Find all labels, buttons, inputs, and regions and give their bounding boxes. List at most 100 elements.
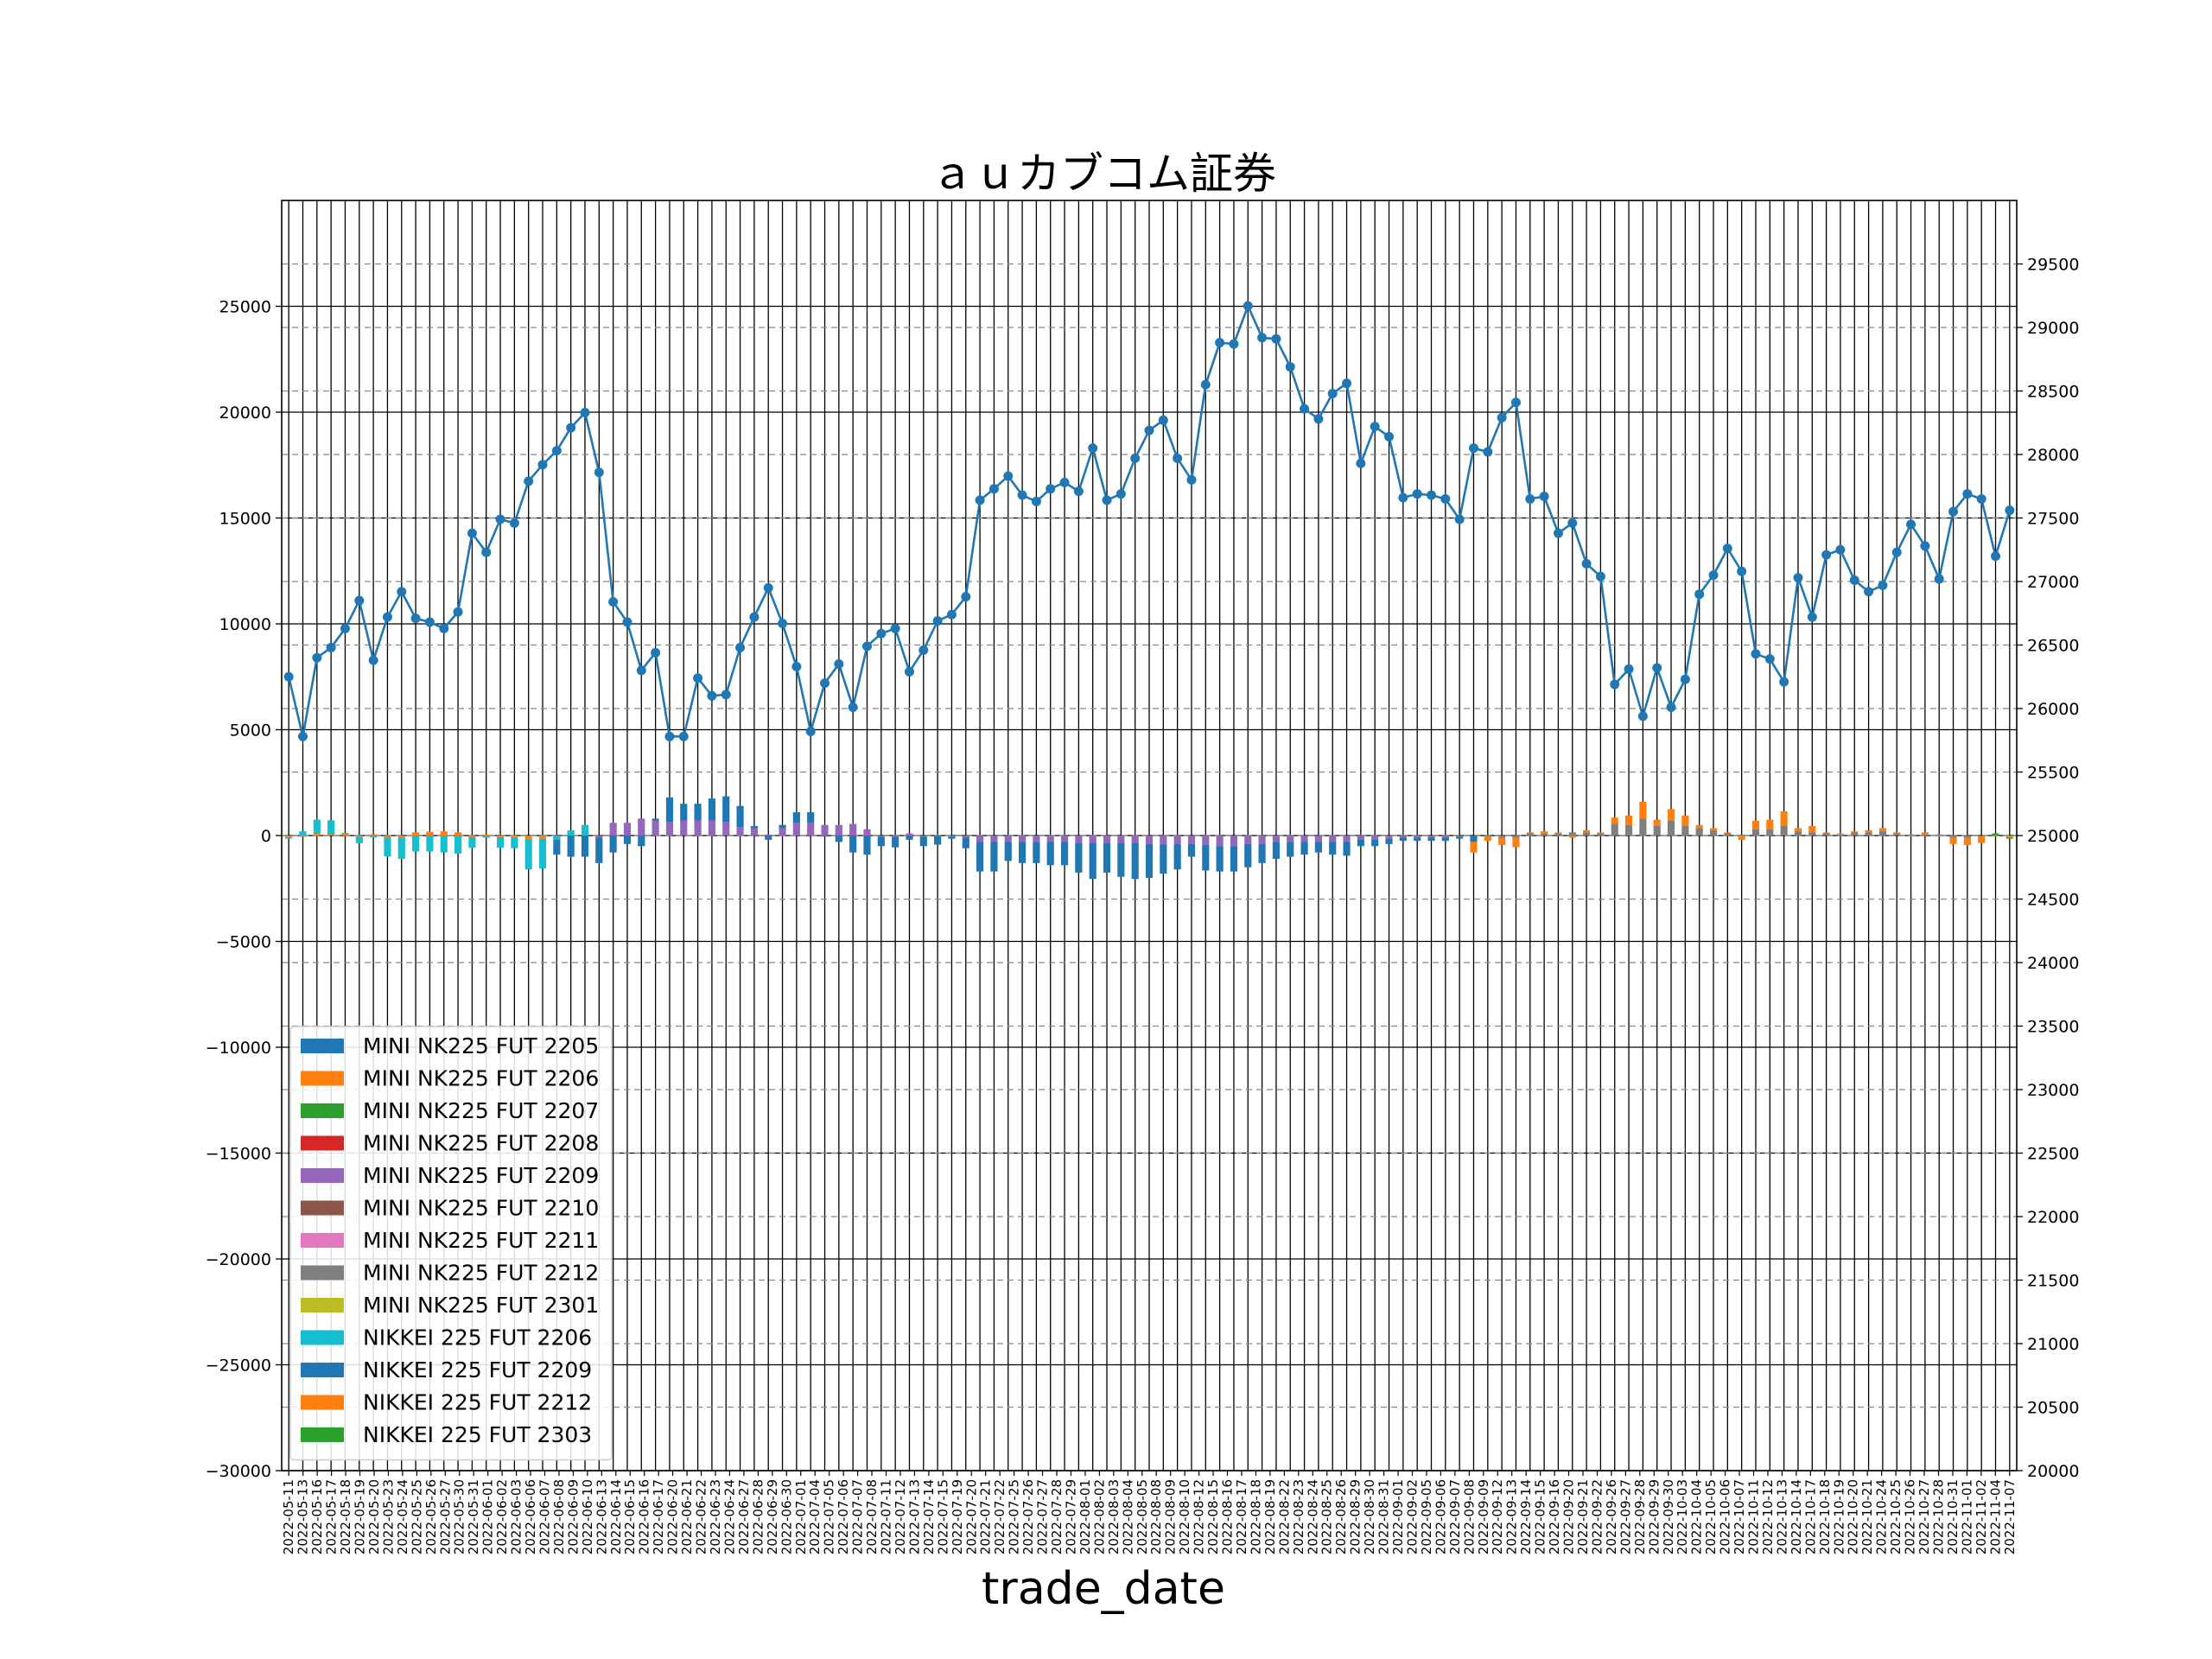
x-tick-label: 2022-10-05 — [1703, 1479, 1719, 1554]
bar-segment — [1060, 842, 1069, 866]
price-point — [1088, 443, 1098, 454]
price-point — [1793, 573, 1803, 583]
price-point — [467, 528, 477, 538]
x-tick-label: 2022-08-23 — [1291, 1479, 1306, 1554]
bar-segment — [440, 836, 448, 853]
price-point — [1059, 477, 1070, 487]
x-tick-label: 2022-08-30 — [1362, 1479, 1377, 1554]
price-point — [368, 655, 378, 665]
x-tick-label: 2022-09-12 — [1490, 1479, 1505, 1554]
x-tick-label: 2022-09-29 — [1646, 1479, 1662, 1554]
bar-segment — [1949, 837, 1957, 844]
bar-segment — [1936, 834, 1943, 836]
bar-segment — [1117, 842, 1125, 877]
bar-segment — [1624, 824, 1633, 836]
y2-tick-label: 27000 — [2027, 573, 2079, 592]
bar-segment — [906, 833, 913, 836]
price-point — [834, 659, 844, 670]
bar-segment — [1780, 810, 1788, 826]
x-tick-label: 2022-08-05 — [1135, 1479, 1150, 1554]
legend-label: MINI NK225 FUT 2206 — [363, 1066, 599, 1091]
price-point — [1356, 458, 1366, 468]
x-tick-label: 2022-09-09 — [1476, 1479, 1491, 1554]
y2-tick-label: 23000 — [2027, 1081, 2079, 1100]
bar-segment — [313, 819, 321, 834]
bar-segment — [1526, 833, 1534, 836]
bar-segment — [1738, 834, 1745, 836]
bar-segment — [313, 833, 321, 836]
legend-label: NIKKEI 225 FUT 2303 — [363, 1422, 592, 1447]
x-tick-label: 2022-09-06 — [1433, 1479, 1448, 1554]
x-tick-label: 2022-11-04 — [1987, 1479, 2003, 1554]
bar-segment — [1103, 842, 1111, 873]
x-tick-label: 2022-05-13 — [296, 1479, 311, 1554]
bar-segment — [1131, 836, 1139, 843]
bar-segment — [948, 836, 956, 839]
bar-segment — [892, 836, 899, 848]
bar-segment — [370, 836, 378, 837]
bar-segment — [680, 804, 688, 821]
bar-segment — [1033, 842, 1040, 863]
y2-tick-label: 22000 — [2027, 1208, 2079, 1227]
x-tick-label: 2022-07-29 — [1063, 1479, 1078, 1554]
bar-segment — [341, 833, 349, 836]
price-point — [1680, 674, 1690, 684]
price-point — [1173, 453, 1183, 463]
bar-segment — [934, 836, 942, 845]
bar-segment — [1709, 830, 1718, 836]
x-tick-label: 2022-08-12 — [1192, 1479, 1207, 1554]
price-point — [1864, 587, 1874, 597]
price-point — [693, 673, 703, 683]
bar-segment — [1300, 842, 1308, 855]
x-tick-label: 2022-05-16 — [309, 1479, 325, 1554]
bar-segment — [1456, 836, 1464, 839]
x-tick-label: 2022-08-24 — [1305, 1479, 1320, 1554]
bar-segment — [1667, 820, 1675, 836]
bar-segment — [652, 818, 659, 821]
bar-segment — [553, 836, 561, 840]
bar-segment — [1851, 832, 1859, 836]
price-point — [918, 645, 929, 655]
x-tick-label: 2022-10-12 — [1760, 1479, 1776, 1554]
bar-segment — [581, 836, 589, 857]
bar-segment — [1046, 836, 1054, 842]
bar-segment — [792, 823, 800, 836]
bar-segment — [976, 836, 984, 842]
bar-segment — [1272, 836, 1281, 842]
bar-segment — [722, 796, 730, 823]
x-tick-label: 2022-07-12 — [893, 1479, 908, 1554]
bar-segment — [1963, 837, 1971, 846]
price-point — [1327, 388, 1338, 398]
legend-frame — [289, 1026, 613, 1461]
x-tick-label: 2022-05-20 — [366, 1479, 382, 1554]
legend-swatch — [301, 1200, 344, 1216]
bar-segment — [1103, 836, 1111, 843]
x-tick-label: 2022-07-05 — [822, 1479, 837, 1554]
x-tick-label: 2022-08-04 — [1120, 1479, 1135, 1554]
x-tick-label: 2022-10-07 — [1732, 1479, 1747, 1554]
x-tick-label: 2022-07-21 — [978, 1479, 994, 1554]
x-tick-label: 2022-09-16 — [1547, 1479, 1562, 1554]
bar-segment — [665, 797, 674, 823]
x-tick-label: 2022-09-22 — [1589, 1479, 1605, 1554]
bar-segment — [1131, 842, 1139, 880]
x-tick-label: 2022-10-13 — [1774, 1479, 1789, 1554]
x-tick-label: 2022-06-23 — [708, 1479, 723, 1554]
price-point — [580, 407, 590, 417]
x-tick-label: 2022-10-19 — [1831, 1479, 1847, 1554]
bar-segment — [1258, 836, 1266, 844]
x-tick-label: 2022-07-14 — [921, 1479, 937, 1554]
y2-tick-label: 20000 — [2027, 1462, 2079, 1481]
x-tick-label: 2022-07-11 — [879, 1479, 894, 1554]
x-tick-label: 2022-10-18 — [1817, 1479, 1833, 1554]
price-point — [1624, 664, 1634, 674]
price-point — [1003, 471, 1014, 481]
price-point — [1764, 654, 1775, 664]
price-point — [735, 642, 746, 652]
bar-segment — [1568, 836, 1576, 838]
legend-swatch — [301, 1395, 344, 1410]
x-tick-label: 2022-08-08 — [1148, 1479, 1164, 1554]
x-tick-label: 2022-07-07 — [850, 1479, 866, 1554]
price-point — [297, 731, 308, 741]
